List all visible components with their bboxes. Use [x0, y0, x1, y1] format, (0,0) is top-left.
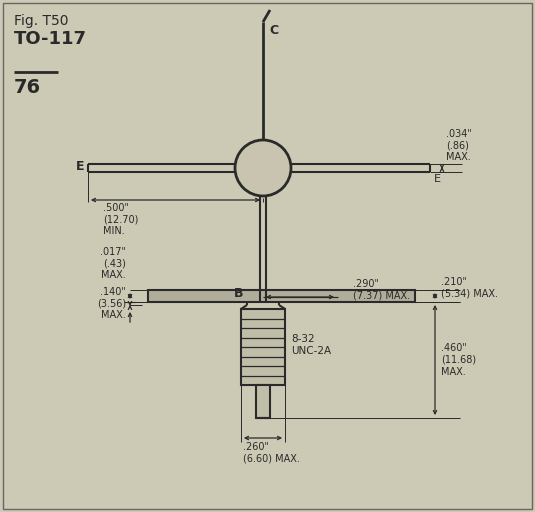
- Text: E: E: [75, 160, 84, 173]
- Text: .260"
(6.60) MAX.: .260" (6.60) MAX.: [243, 442, 300, 463]
- Text: .500"
(12.70)
MIN.: .500" (12.70) MIN.: [103, 203, 139, 236]
- Text: .017"
(.43)
MAX.: .017" (.43) MAX.: [100, 247, 126, 280]
- Text: 76: 76: [14, 78, 41, 97]
- Text: 8-32
UNC-2A: 8-32 UNC-2A: [291, 334, 331, 356]
- Text: .290"
(7.37) MAX.: .290" (7.37) MAX.: [353, 279, 410, 301]
- Text: C: C: [269, 24, 278, 37]
- Text: .210"
(5.34) MAX.: .210" (5.34) MAX.: [441, 277, 498, 299]
- Text: .034"
(.86)
MAX.: .034" (.86) MAX.: [446, 129, 472, 162]
- Text: .140"
(3.56)
MAX.: .140" (3.56) MAX.: [97, 287, 126, 320]
- Text: B: B: [233, 287, 243, 300]
- Bar: [256, 385, 270, 418]
- Circle shape: [235, 140, 291, 196]
- Text: .460"
(11.68)
MAX.: .460" (11.68) MAX.: [441, 344, 476, 377]
- Text: Fig. T50: Fig. T50: [14, 14, 68, 28]
- Bar: [241, 309, 285, 385]
- Text: TO-117: TO-117: [14, 30, 87, 48]
- Bar: [148, 290, 415, 302]
- Text: E: E: [434, 174, 441, 184]
